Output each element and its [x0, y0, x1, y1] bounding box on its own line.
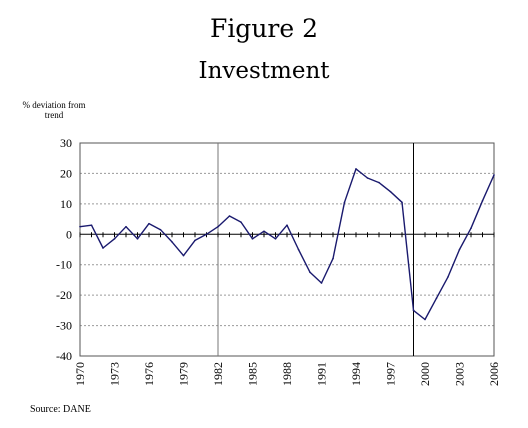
x-tick-label: 2000: [418, 362, 432, 386]
data-point: [79, 225, 81, 228]
series-line: [79, 168, 495, 321]
y-axis-label: % deviation from trend: [22, 100, 86, 120]
data-point: [343, 201, 346, 204]
source-note: Source: DANE: [30, 404, 91, 415]
data-point: [389, 190, 392, 193]
x-tick-label: 2003: [453, 362, 467, 386]
x-tick-label: 1985: [246, 362, 260, 386]
data-point: [401, 201, 403, 204]
x-tick-label: 1988: [280, 362, 294, 386]
data-point: [447, 276, 449, 278]
y-tick-label: 20: [60, 166, 72, 180]
data-point: [263, 230, 265, 233]
y-tick-label: -40: [56, 349, 72, 363]
data-point: [274, 238, 277, 240]
data-point: [90, 224, 93, 226]
data-point: [148, 222, 150, 225]
data-point: [102, 247, 104, 249]
data-point: [182, 254, 185, 257]
y-tick-label: 10: [60, 197, 72, 211]
data-point: [205, 233, 208, 236]
chart-title: Investment: [198, 58, 330, 84]
data-point: [125, 225, 127, 228]
data-point: [458, 248, 461, 251]
data-point: [412, 309, 415, 312]
data-point: [435, 297, 438, 299]
data-point: [470, 227, 472, 229]
data-point: [355, 168, 357, 170]
x-tick-label: 2006: [487, 362, 501, 386]
x-tick-label: 1991: [315, 362, 329, 386]
x-tick-label: 1973: [108, 362, 122, 386]
y-tick-label: -20: [56, 288, 72, 302]
data-point: [493, 174, 495, 176]
data-point: [366, 177, 369, 179]
x-tick-label: 1970: [73, 362, 87, 386]
y-tick-label: 0: [66, 227, 72, 241]
data-point: [240, 221, 242, 223]
figure-label: Figure 2: [209, 14, 319, 43]
data-point: [136, 238, 139, 240]
y-tick-label: 30: [60, 136, 72, 150]
x-tick-label: 1976: [142, 362, 156, 386]
y-tick-label: -10: [56, 258, 72, 272]
x-tick-label: 1979: [177, 362, 191, 386]
data-point: [332, 257, 334, 260]
data-point: [171, 241, 173, 243]
y-tick-label: -30: [56, 319, 72, 333]
x-tick-label: 1997: [384, 362, 398, 386]
data-point: [159, 228, 162, 231]
data-point: [320, 282, 323, 284]
data-point: [228, 215, 231, 217]
data-point: [251, 238, 254, 240]
plot-area: [79, 142, 495, 357]
data-point: [424, 318, 426, 321]
data-point: [194, 239, 196, 242]
data-point: [309, 271, 311, 274]
x-tick-label: 1994: [349, 362, 363, 386]
data-point: [217, 225, 219, 228]
x-tick-label: 1982: [211, 362, 225, 386]
data-point: [481, 200, 484, 202]
data-point: [113, 238, 116, 240]
data-point: [297, 248, 300, 251]
data-point: [286, 224, 288, 226]
data-point: [378, 181, 380, 184]
